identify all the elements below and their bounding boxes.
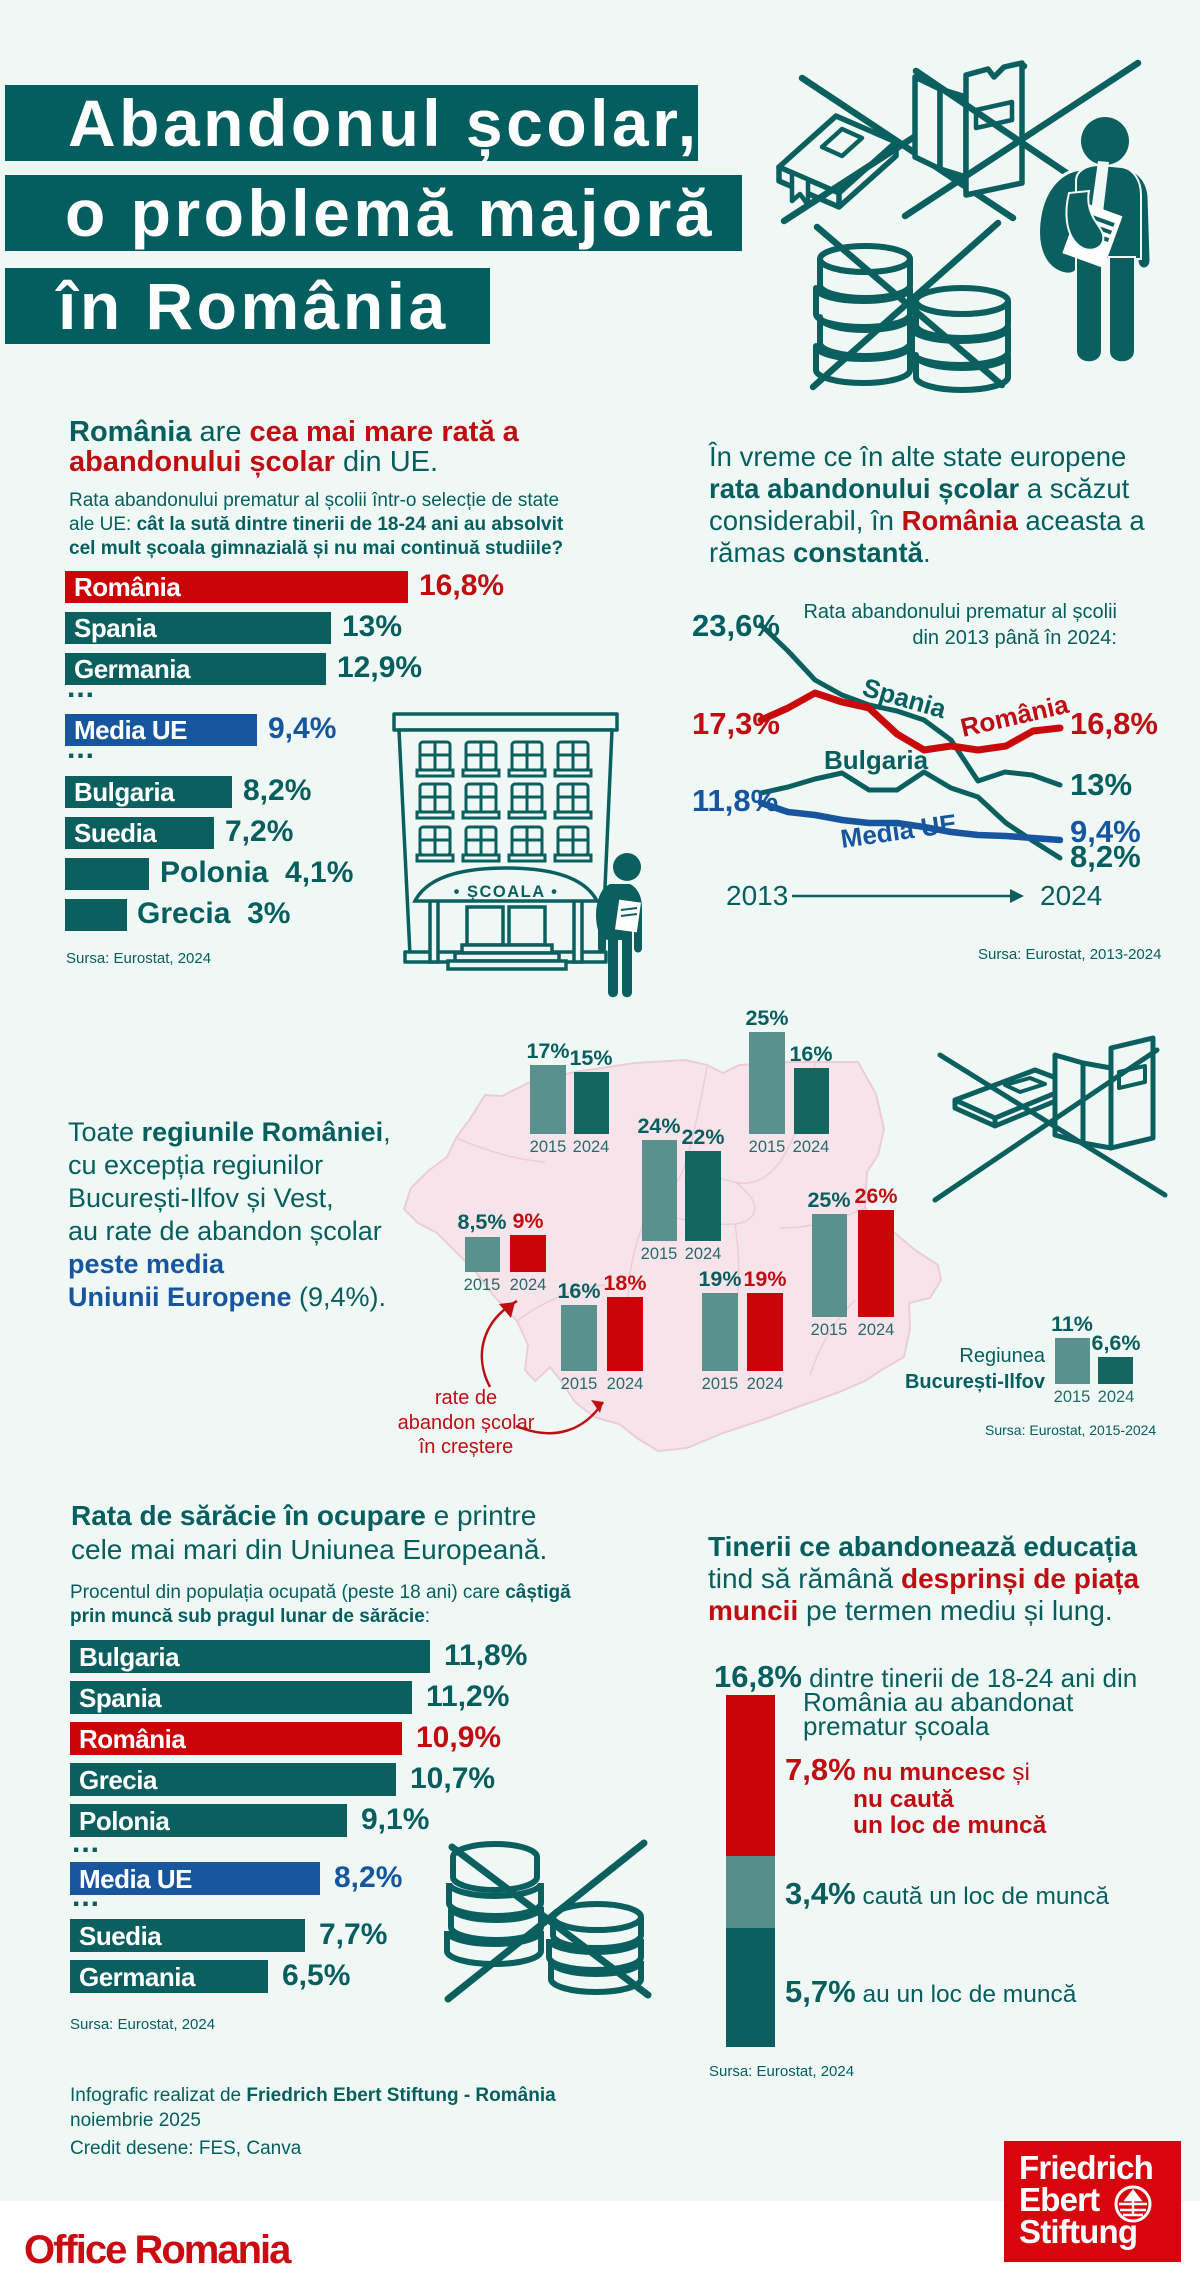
- svg-text:Spania: Spania: [859, 672, 950, 724]
- svg-text:6,6%: 6,6%: [1091, 1331, 1140, 1355]
- svg-text:2024: 2024: [747, 1375, 784, 1393]
- svg-text:București-Ilfov: București-Ilfov: [905, 1371, 1046, 1393]
- svg-text:8,2%: 8,2%: [1070, 839, 1141, 874]
- svg-text:2024: 2024: [793, 1138, 830, 1156]
- svg-text:2024: 2024: [1098, 1388, 1135, 1406]
- svg-text:2024: 2024: [685, 1245, 722, 1263]
- svg-text:25%: 25%: [745, 1010, 788, 1030]
- svg-text:2015: 2015: [464, 1276, 501, 1294]
- svg-text:2015: 2015: [530, 1138, 567, 1156]
- svg-text:2024: 2024: [858, 1321, 895, 1339]
- svg-text:17%: 17%: [526, 1039, 569, 1063]
- svg-text:24%: 24%: [637, 1114, 680, 1138]
- svg-text:2015: 2015: [811, 1321, 848, 1339]
- svg-text:2015: 2015: [561, 1375, 598, 1393]
- svg-text:Bulgaria: Bulgaria: [824, 745, 929, 775]
- svg-text:România: România: [958, 689, 1072, 743]
- svg-text:16%: 16%: [789, 1042, 832, 1066]
- svg-text:9,4%: 9,4%: [1070, 814, 1141, 849]
- svg-text:Rata abandonului prematur al ș: Rata abandonului prematur al școlii: [803, 601, 1117, 623]
- svg-text:2015: 2015: [749, 1138, 786, 1156]
- svg-text:23,6%: 23,6%: [692, 608, 780, 643]
- svg-text:din 2013 până în 2024:: din 2013 până în 2024:: [912, 627, 1117, 649]
- svg-text:2024: 2024: [573, 1138, 610, 1156]
- svg-text:2024: 2024: [510, 1276, 547, 1294]
- svg-text:19%: 19%: [698, 1267, 741, 1291]
- svg-text:22%: 22%: [681, 1125, 724, 1149]
- svg-text:2015: 2015: [1054, 1388, 1091, 1406]
- svg-text:13%: 13%: [1070, 767, 1132, 802]
- svg-text:Media UE: Media UE: [839, 808, 959, 854]
- svg-text:16%: 16%: [557, 1279, 600, 1303]
- svg-text:11%: 11%: [1051, 1312, 1093, 1336]
- svg-text:2024: 2024: [607, 1375, 644, 1393]
- svg-text:2015: 2015: [641, 1245, 678, 1263]
- svg-text:2013: 2013: [726, 880, 788, 911]
- svg-text:2015: 2015: [702, 1375, 739, 1393]
- svg-text:19%: 19%: [743, 1267, 786, 1291]
- svg-text:26%: 26%: [854, 1184, 897, 1208]
- svg-text:2024: 2024: [1040, 880, 1102, 911]
- svg-text:9%: 9%: [512, 1209, 543, 1233]
- svg-text:Regiunea: Regiunea: [959, 1345, 1046, 1367]
- svg-text:rate de: rate de: [435, 1387, 497, 1409]
- svg-text:11,8%: 11,8%: [692, 783, 778, 818]
- svg-text:25%: 25%: [807, 1188, 850, 1212]
- svg-text:16,8%: 16,8%: [1070, 706, 1158, 741]
- svg-text:15%: 15%: [569, 1046, 612, 1070]
- svg-text:• ȘCOALA •: • ȘCOALA •: [454, 883, 559, 901]
- svg-text:abandon școlar: abandon școlar: [398, 1412, 535, 1434]
- svg-text:18%: 18%: [603, 1271, 646, 1295]
- svg-text:în creștere: în creștere: [418, 1436, 513, 1458]
- svg-text:8,5%: 8,5%: [457, 1210, 506, 1234]
- svg-text:17,3%: 17,3%: [692, 706, 780, 741]
